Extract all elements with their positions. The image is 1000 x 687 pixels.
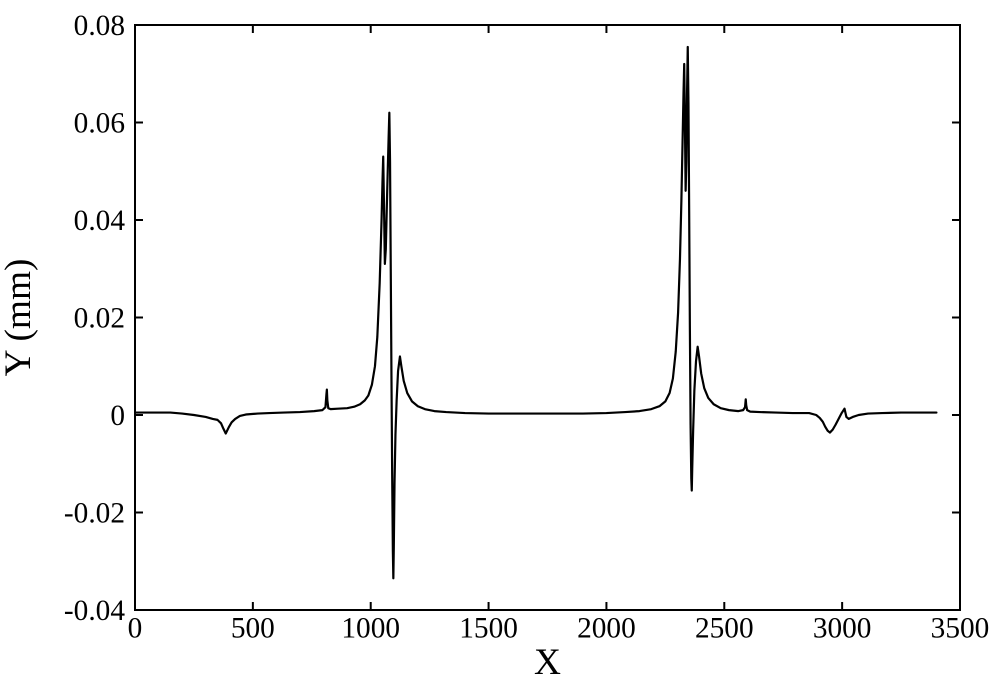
x-tick-label: 3500: [931, 613, 990, 645]
x-tick-label: 3000: [813, 613, 872, 645]
y-tick-label: 0.06: [74, 107, 125, 139]
x-axis-label: X: [534, 642, 561, 683]
y-tick-label: -0.04: [64, 595, 125, 627]
x-tick-label: 1000: [341, 613, 400, 645]
x-tick-label: 2000: [577, 613, 636, 645]
line-chart: 0 500 1000 1500 2000 2500 3000 3500 -0.04 -0.02 0 0…: [0, 0, 1000, 687]
x-tick-label: 2500: [695, 613, 754, 645]
y-tick-label: 0: [110, 400, 125, 432]
y-tick-label: -0.02: [64, 497, 125, 529]
y-tick-label: 0.02: [74, 302, 125, 334]
x-tick-label: 0: [128, 613, 143, 645]
y-tick-label: 0.08: [74, 10, 125, 42]
y-axis-label: Y (mm): [0, 259, 39, 377]
x-tick-label: 1500: [459, 613, 518, 645]
x-tick-label: 500: [231, 613, 275, 645]
y-tick-label: 0.04: [74, 205, 126, 237]
chart-container: 0 500 1000 1500 2000 2500 3000 3500 -0.04 -0.02 0 0…: [0, 0, 1000, 687]
